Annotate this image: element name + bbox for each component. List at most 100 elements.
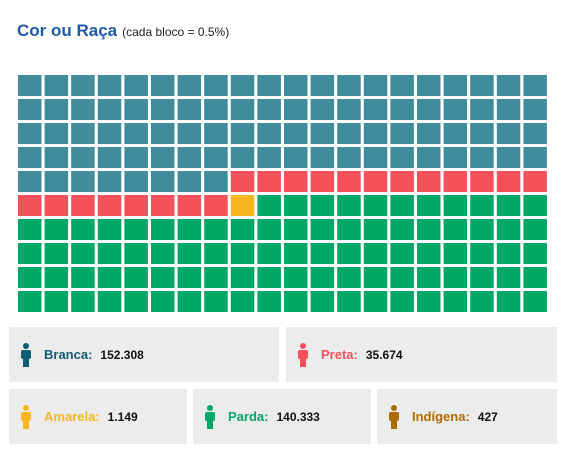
waffle-block-branca [443, 75, 468, 96]
waffle-block-branca [124, 99, 148, 120]
waffle-block-branca [230, 75, 255, 96]
waffle-block-preta [390, 171, 414, 192]
waffle-block-branca [151, 75, 175, 96]
waffle-block-parda [44, 243, 69, 264]
waffle-block-branca [390, 75, 414, 96]
waffle-block-parda [443, 243, 468, 264]
waffle-block-branca [97, 75, 122, 96]
waffle-block-parda [284, 219, 308, 240]
waffle-block-parda [363, 291, 388, 312]
waffle-block-branca [124, 75, 148, 96]
waffle-block-parda [257, 219, 281, 240]
person-icon [21, 404, 31, 429]
waffle-block-branca [257, 147, 281, 168]
waffle-block-preta [337, 171, 361, 192]
waffle-block-parda [44, 267, 69, 288]
waffle-block-branca [204, 147, 228, 168]
waffle-block-branca [44, 147, 69, 168]
waffle-block-branca [230, 99, 255, 120]
waffle-block-preta [310, 171, 335, 192]
waffle-block-branca [523, 99, 547, 120]
waffle-block-parda [363, 267, 388, 288]
waffle-block-branca [177, 75, 202, 96]
waffle-block-preta [71, 195, 95, 216]
waffle-block-branca [177, 171, 202, 192]
waffle-block-parda [204, 291, 228, 312]
waffle-block-branca [71, 123, 95, 144]
waffle-block-parda [71, 243, 95, 264]
waffle-block-preta [204, 195, 228, 216]
waffle-block-branca [151, 99, 175, 120]
waffle-block-parda [470, 243, 494, 264]
waffle-block-branca [257, 99, 281, 120]
waffle-block-parda [390, 267, 414, 288]
waffle-block-branca [257, 123, 281, 144]
waffle-block-parda [204, 243, 228, 264]
waffle-block-parda [124, 267, 148, 288]
waffle-block-branca [97, 147, 122, 168]
waffle-block-parda [523, 267, 547, 288]
waffle-block-parda [496, 195, 521, 216]
waffle-block-parda [230, 267, 255, 288]
waffle-block-parda [390, 219, 414, 240]
waffle-block-branca [363, 75, 388, 96]
waffle-block-parda [18, 219, 42, 240]
waffle-block-parda [257, 291, 281, 312]
waffle-block-parda [417, 291, 441, 312]
legend-label-indigena: Indígena: [412, 409, 470, 424]
waffle-block-branca [390, 99, 414, 120]
waffle-block-parda [71, 219, 95, 240]
waffle-block-parda [496, 243, 521, 264]
legend-item-indigena: Indígena: 427 [377, 389, 557, 444]
waffle-block-preta [177, 195, 202, 216]
waffle-block-parda [177, 267, 202, 288]
waffle-block-parda [337, 195, 361, 216]
waffle-block-preta [97, 195, 122, 216]
waffle-block-branca [97, 99, 122, 120]
waffle-block-parda [496, 219, 521, 240]
waffle-block-branca [443, 147, 468, 168]
waffle-block-branca [417, 123, 441, 144]
waffle-block-parda [470, 291, 494, 312]
waffle-block-branca [177, 147, 202, 168]
waffle-block-parda [337, 291, 361, 312]
waffle-block-parda [310, 291, 335, 312]
waffle-block-parda [230, 219, 255, 240]
person-icon [205, 404, 215, 429]
waffle-block-branca [44, 75, 69, 96]
waffle-block-parda [417, 267, 441, 288]
waffle-block-parda [523, 291, 547, 312]
waffle-block-preta [18, 195, 42, 216]
waffle-block-parda [284, 243, 308, 264]
waffle-chart [18, 75, 547, 312]
waffle-block-branca [71, 171, 95, 192]
waffle-block-branca [124, 123, 148, 144]
waffle-block-parda [151, 219, 175, 240]
waffle-block-parda [71, 267, 95, 288]
waffle-block-preta [284, 171, 308, 192]
waffle-block-branca [18, 171, 42, 192]
waffle-block-branca [390, 123, 414, 144]
waffle-block-branca [417, 75, 441, 96]
waffle-block-branca [204, 99, 228, 120]
waffle-block-branca [470, 75, 494, 96]
waffle-block-preta [523, 171, 547, 192]
waffle-block-branca [470, 147, 494, 168]
waffle-block-parda [151, 243, 175, 264]
waffle-block-branca [71, 147, 95, 168]
waffle-block-amarela [230, 195, 255, 216]
waffle-block-branca [363, 123, 388, 144]
waffle-block-parda [417, 219, 441, 240]
waffle-block-parda [470, 267, 494, 288]
waffle-block-parda [177, 243, 202, 264]
waffle-block-branca [44, 99, 69, 120]
person-icon [298, 342, 308, 367]
waffle-block-branca [310, 99, 335, 120]
waffle-block-parda [18, 291, 42, 312]
waffle-block-branca [337, 147, 361, 168]
waffle-block-parda [390, 195, 414, 216]
waffle-block-parda [177, 219, 202, 240]
person-icon [389, 404, 399, 429]
waffle-block-branca [18, 123, 42, 144]
waffle-block-parda [97, 219, 122, 240]
